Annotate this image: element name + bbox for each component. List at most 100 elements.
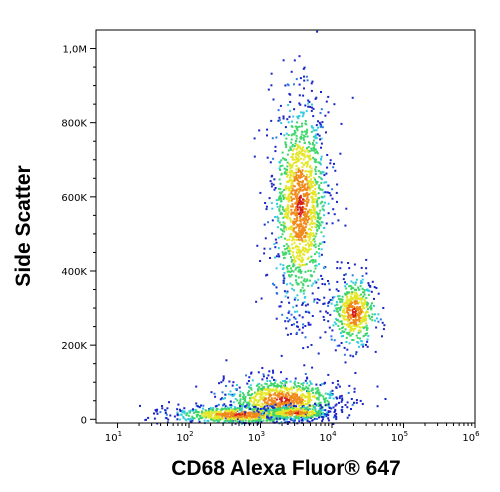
data-point: [254, 394, 257, 397]
data-point: [274, 256, 276, 259]
data-point: [306, 200, 309, 203]
data-point: [299, 169, 301, 172]
data-point: [310, 125, 313, 128]
data-point: [352, 328, 355, 330]
data-point: [289, 199, 292, 202]
data-point: [314, 264, 317, 267]
data-point: [371, 313, 374, 316]
data-point: [305, 130, 308, 133]
data-point: [352, 311, 354, 314]
data-point: [220, 417, 223, 420]
data-point: [327, 95, 330, 98]
data-point: [244, 398, 247, 401]
data-point: [302, 112, 305, 115]
data-point: [288, 226, 291, 229]
data-point: [295, 331, 298, 334]
data-point: [314, 414, 317, 417]
data-point: [295, 134, 298, 137]
y-tick-label: 600K: [61, 193, 87, 204]
data-point: [312, 282, 315, 285]
data-point: [301, 183, 304, 186]
data-point: [248, 394, 251, 397]
data-point: [349, 314, 352, 317]
data-point: [306, 303, 309, 306]
data-point: [287, 134, 290, 137]
data-point: [291, 284, 294, 287]
data-point: [287, 311, 290, 314]
data-point: [320, 146, 322, 149]
data-point: [276, 390, 279, 393]
data-point: [282, 416, 285, 419]
data-point: [275, 408, 277, 411]
data-point: [288, 247, 291, 250]
data-point: [353, 263, 356, 266]
data-point: [319, 216, 322, 219]
data-point: [254, 398, 257, 401]
data-point: [256, 419, 259, 422]
data-point: [364, 300, 366, 303]
data-point: [259, 391, 262, 394]
data-point: [264, 409, 267, 412]
data-point: [299, 400, 302, 403]
data-point: [360, 298, 363, 301]
data-point: [218, 382, 220, 385]
data-point: [192, 418, 194, 421]
data-point: [346, 300, 348, 303]
data-point: [275, 317, 278, 320]
data-point: [295, 408, 298, 411]
data-point: [292, 420, 295, 423]
data-point: [294, 391, 297, 394]
data-point: [276, 413, 278, 416]
data-point: [266, 273, 269, 276]
data-point: [284, 385, 287, 388]
data-point: [304, 280, 307, 283]
data-point: [318, 222, 321, 225]
data-point: [360, 302, 363, 305]
data-point: [234, 417, 237, 420]
data-point: [282, 194, 285, 197]
data-point: [166, 421, 169, 424]
data-point: [230, 413, 233, 416]
data-point: [229, 416, 232, 418]
data-point: [247, 391, 250, 394]
data-point: [295, 78, 298, 81]
data-point: [362, 311, 365, 314]
data-point: [299, 216, 301, 219]
data-point: [300, 394, 303, 397]
data-point: [277, 236, 280, 239]
data-point: [244, 405, 246, 408]
data-point: [278, 407, 281, 410]
data-point: [220, 381, 223, 384]
data-point: [276, 292, 279, 295]
data-point: [296, 188, 299, 191]
data-point: [333, 213, 336, 216]
data-point: [197, 418, 200, 420]
data-point: [306, 420, 309, 423]
data-point: [338, 385, 341, 388]
data-point: [355, 292, 358, 294]
data-point: [307, 181, 310, 184]
data-point: [277, 384, 280, 387]
data-point: [298, 250, 301, 252]
data-point: [302, 137, 305, 139]
data-point: [298, 145, 301, 148]
data-point: [300, 407, 303, 409]
data-point: [256, 413, 259, 416]
data-point: [287, 149, 290, 152]
data-point: [288, 412, 291, 414]
data-point: [371, 319, 374, 322]
data-point: [253, 396, 256, 399]
data-point: [235, 410, 238, 413]
data-point: [290, 211, 293, 214]
data-point: [341, 314, 344, 317]
data-point: [269, 410, 272, 413]
data-point: [338, 401, 340, 404]
data-point: [363, 293, 366, 296]
data-point: [223, 403, 226, 406]
data-point: [321, 283, 324, 285]
data-point: [301, 398, 304, 401]
data-point: [346, 318, 349, 321]
data-point: [229, 406, 232, 409]
data-point: [290, 186, 293, 189]
data-point: [263, 388, 266, 391]
